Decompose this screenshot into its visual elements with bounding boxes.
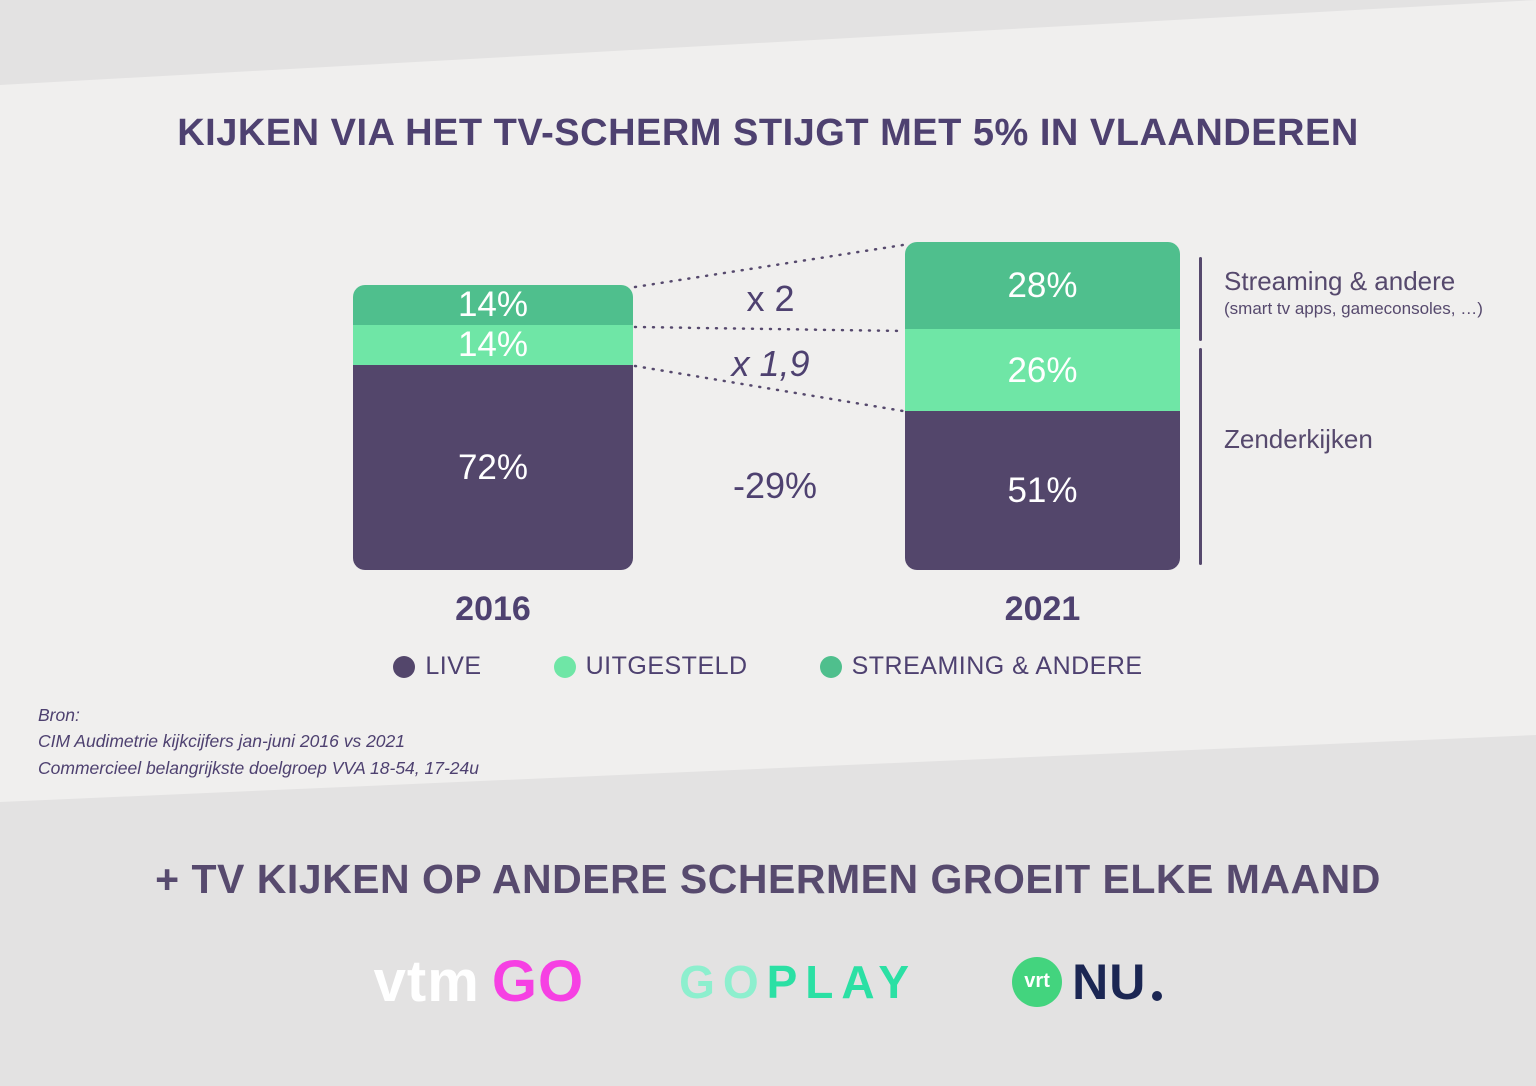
legend-label-live: LIVE bbox=[425, 652, 482, 680]
side-label-zenderkijken: Zenderkijken bbox=[1224, 424, 1373, 454]
x-axis-label-2016: 2016 bbox=[455, 590, 531, 628]
vrt-wordmark: vrt bbox=[1024, 970, 1050, 992]
bar-2016-segment-live: 72% bbox=[353, 364, 633, 570]
vtm-go-logo: vtm GO bbox=[374, 948, 584, 1015]
bracket-zenderkijken bbox=[1199, 348, 1202, 565]
vtm-go-wordmark: GO bbox=[491, 949, 585, 1014]
legend-item-uitgesteld: UITGESTELD bbox=[553, 652, 748, 681]
goplay-play-wordmark: PLAY bbox=[766, 955, 918, 1008]
bar-2016-segment-streaming: 14% bbox=[353, 285, 633, 325]
bar-2021: 28% 26% 51% bbox=[905, 242, 1180, 570]
legend-item-live: LIVE bbox=[393, 652, 481, 681]
annotation-uitgesteld-growth: x 1,9 bbox=[731, 343, 810, 384]
bar-2021-segment-live: 51% bbox=[905, 410, 1180, 570]
legend-dot-streaming bbox=[819, 655, 842, 678]
source-note: Bron: CIM Audimetrie kijkcijfers jan-jun… bbox=[38, 702, 479, 781]
segment-value-label: 14% bbox=[457, 285, 529, 325]
nu-dot-icon bbox=[1152, 990, 1163, 1001]
bar-2021-segment-uitgesteld: 26% bbox=[905, 329, 1180, 411]
segment-value-label: 72% bbox=[457, 447, 529, 487]
go-play-logo: GOPLAY bbox=[679, 955, 917, 1009]
segment-value-label: 28% bbox=[1007, 266, 1078, 306]
vrt-nu-logo: vrt NU bbox=[1012, 953, 1163, 1011]
vtm-wordmark: vtm bbox=[373, 949, 480, 1014]
legend: LIVE UITGESTELD STREAMING & ANDERE bbox=[0, 652, 1536, 681]
source-line-2: CIM Audimetrie kijkcijfers jan-juni 2016… bbox=[38, 731, 406, 752]
bracket-streaming bbox=[1199, 257, 1202, 341]
bar-2016-segment-uitgesteld: 14% bbox=[353, 324, 633, 365]
x-axis-label-2021: 2021 bbox=[1004, 590, 1081, 628]
vrt-badge: vrt bbox=[1012, 956, 1063, 1007]
side-label-streaming-subtitle: (smart tv apps, gameconsoles, …) bbox=[1224, 299, 1483, 318]
legend-label-streaming: STREAMING & ANDERE bbox=[851, 652, 1143, 680]
chart-title: KIJKEN VIA HET TV-SCHERM STIJGT MET 5% I… bbox=[177, 112, 1359, 154]
legend-item-streaming: STREAMING & ANDERE bbox=[819, 652, 1143, 681]
annotation-live-decline: -29% bbox=[732, 465, 818, 506]
side-label-streaming-title: Streaming & andere bbox=[1224, 266, 1456, 296]
source-line-3: Commercieel belangrijkste doelgroep VVA … bbox=[38, 757, 479, 778]
goplay-go-wordmark: GO bbox=[679, 955, 767, 1008]
legend-dot-live bbox=[393, 655, 416, 678]
segment-value-label: 51% bbox=[1007, 470, 1078, 510]
bar-2016: 14% 14% 72% bbox=[353, 285, 633, 570]
bar-2021-segment-streaming: 28% bbox=[905, 242, 1180, 330]
nu-wordmark: NU bbox=[1072, 953, 1147, 1010]
legend-dot-uitgesteld bbox=[553, 655, 576, 678]
logos-row: vtm GO GOPLAY vrt NU bbox=[0, 948, 1536, 1015]
segment-value-label: 14% bbox=[457, 325, 529, 365]
segment-value-label: 26% bbox=[1007, 350, 1078, 390]
source-line-1: Bron: bbox=[38, 705, 80, 725]
annotation-streaming-growth: x 2 bbox=[746, 278, 795, 319]
footer-headline: + TV KIJKEN OP ANDERE SCHERMEN GROEIT EL… bbox=[155, 856, 1381, 902]
legend-label-uitgesteld: UITGESTELD bbox=[585, 652, 748, 680]
